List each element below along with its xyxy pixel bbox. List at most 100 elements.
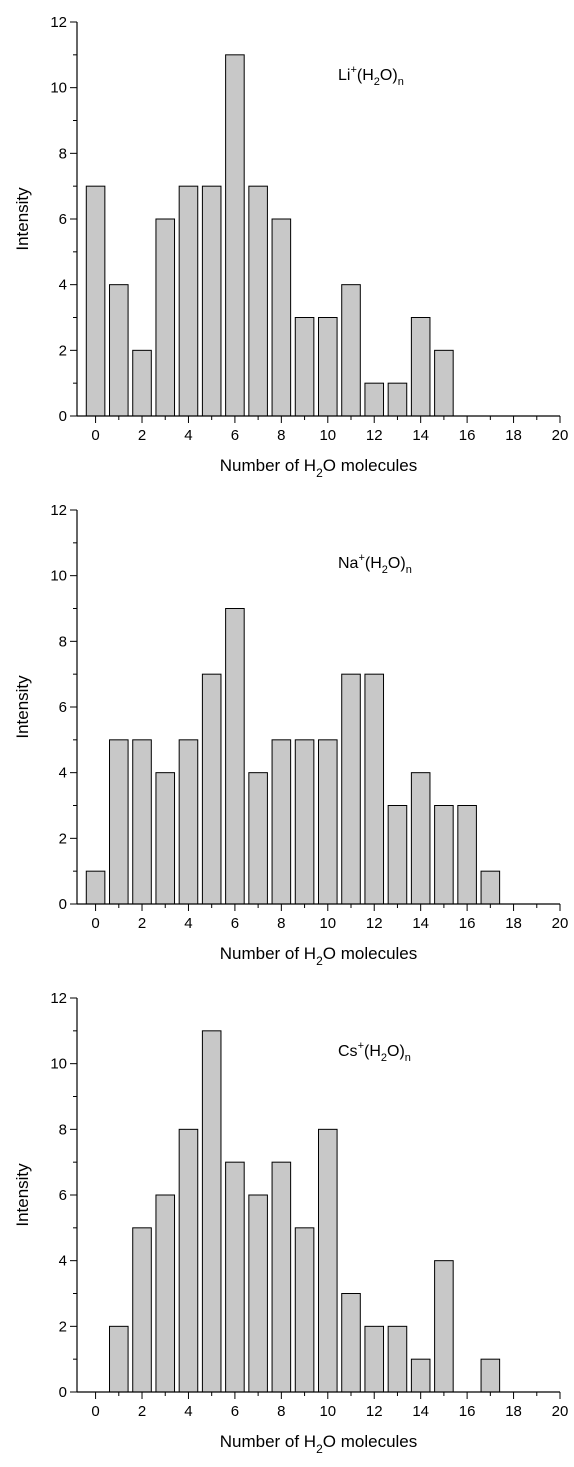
x-tick-label: 12 (366, 1403, 383, 1420)
bars (109, 1030, 501, 1393)
x-tick-label: 10 (319, 915, 336, 932)
x-tick-label: 14 (412, 915, 429, 932)
x-tick-label: 12 (366, 427, 383, 444)
bar-6 (225, 1161, 245, 1393)
bar-2 (132, 739, 152, 905)
x-tick-label: 4 (184, 915, 192, 932)
bar-1 (109, 739, 129, 905)
bar-1 (109, 284, 129, 417)
bar-9 (294, 739, 315, 905)
bar-3 (155, 772, 176, 905)
y-tick-label: 4 (59, 1253, 67, 1270)
x-tick-label: 20 (552, 915, 569, 932)
x-tick-label: 20 (552, 1403, 569, 1420)
x-tick-label: 16 (459, 1403, 476, 1420)
series-annotation: Cs+(H2O)n (338, 1040, 411, 1064)
y-tick-label: 6 (59, 1187, 67, 1204)
bar-13 (387, 382, 408, 417)
bar-7 (248, 1194, 268, 1393)
bars (85, 608, 501, 905)
x-tick-label: 10 (319, 1403, 336, 1420)
bar-15 (434, 1260, 454, 1393)
y-tick-label: 12 (50, 990, 67, 1007)
y-tick-label: 0 (59, 1384, 67, 1401)
x-tick-label: 6 (231, 1403, 239, 1420)
bar-10 (318, 739, 338, 905)
bar-5 (201, 673, 222, 905)
y-axis-title: Intensity (13, 675, 32, 739)
bar-8 (271, 1161, 292, 1393)
x-tick-label: 10 (319, 427, 336, 444)
x-tick-label: 16 (459, 915, 476, 932)
bar-12 (364, 673, 385, 905)
x-tick-label: 8 (277, 1403, 285, 1420)
y-tick-label: 12 (50, 14, 67, 31)
y-tick-label: 2 (59, 1318, 67, 1335)
x-tick-label: 2 (138, 915, 146, 932)
x-tick-label: 0 (91, 915, 99, 932)
y-tick-label: 4 (59, 765, 67, 782)
series-annotation: Na+(H2O)n (338, 552, 412, 576)
y-axis-title: Intensity (13, 1163, 32, 1227)
bar-6 (225, 608, 245, 905)
y-tick-label: 10 (50, 80, 67, 97)
y-axis-title: Intensity (13, 187, 32, 251)
bar-0 (85, 185, 106, 417)
bar-9 (294, 317, 315, 417)
bar-14 (410, 1358, 431, 1393)
bar-3 (155, 1194, 176, 1393)
bar-4 (178, 739, 199, 905)
y-tick-label: 2 (59, 830, 67, 847)
bar-11 (341, 673, 361, 905)
y-tick-label: 10 (50, 568, 67, 585)
x-tick-label: 14 (412, 427, 429, 444)
y-tick-label: 6 (59, 211, 67, 228)
bar-7 (248, 772, 268, 905)
y-tick-label: 0 (59, 408, 67, 425)
x-axis-title: Number of H2O molecules (220, 456, 418, 480)
x-tick-label: 2 (138, 1403, 146, 1420)
bar-7 (248, 185, 268, 417)
x-tick-label: 6 (231, 915, 239, 932)
bar-17 (480, 1358, 501, 1393)
x-tick-label: 18 (505, 1403, 522, 1420)
bar-4 (178, 1128, 199, 1393)
bar-3 (155, 218, 176, 417)
bar-1 (109, 1325, 129, 1393)
bar-10 (318, 1128, 338, 1393)
x-tick-label: 18 (505, 427, 522, 444)
x-axis-title: Number of H2O molecules (220, 944, 418, 968)
y-tick-label: 10 (50, 1056, 67, 1073)
x-tick-label: 8 (277, 427, 285, 444)
y-tick-label: 4 (59, 277, 67, 294)
x-tick-label: 8 (277, 915, 285, 932)
bar-4 (178, 185, 199, 417)
series-annotation: Li+(H2O)n (338, 64, 404, 88)
y-tick-label: 8 (59, 145, 67, 162)
bar-14 (410, 772, 431, 905)
bar-13 (387, 1325, 408, 1393)
bar-10 (318, 317, 338, 417)
x-tick-label: 0 (91, 1403, 99, 1420)
bar-15 (434, 805, 454, 905)
bar-6 (225, 54, 245, 417)
bar-5 (201, 1030, 222, 1393)
y-tick-label: 2 (59, 342, 67, 359)
x-tick-label: 20 (552, 427, 569, 444)
bar-0 (85, 870, 106, 905)
y-tick-label: 12 (50, 502, 67, 519)
bars (85, 54, 454, 417)
bar-5 (201, 185, 222, 417)
bar-11 (341, 1293, 361, 1393)
bar-12 (364, 1325, 385, 1393)
y-tick-label: 0 (59, 896, 67, 913)
x-axis-title: Number of H2O molecules (220, 1432, 418, 1456)
bar-9 (294, 1227, 315, 1393)
x-tick-label: 0 (91, 427, 99, 444)
bar-15 (434, 349, 454, 417)
x-tick-label: 4 (184, 427, 192, 444)
bar-14 (410, 317, 431, 417)
chart-panel-2: 0 2 4 6 8 10 12 14 16 18 20 0 2 4 6 8 10 12 Intensity Numbe… (13, 502, 569, 968)
bar-2 (132, 349, 152, 417)
